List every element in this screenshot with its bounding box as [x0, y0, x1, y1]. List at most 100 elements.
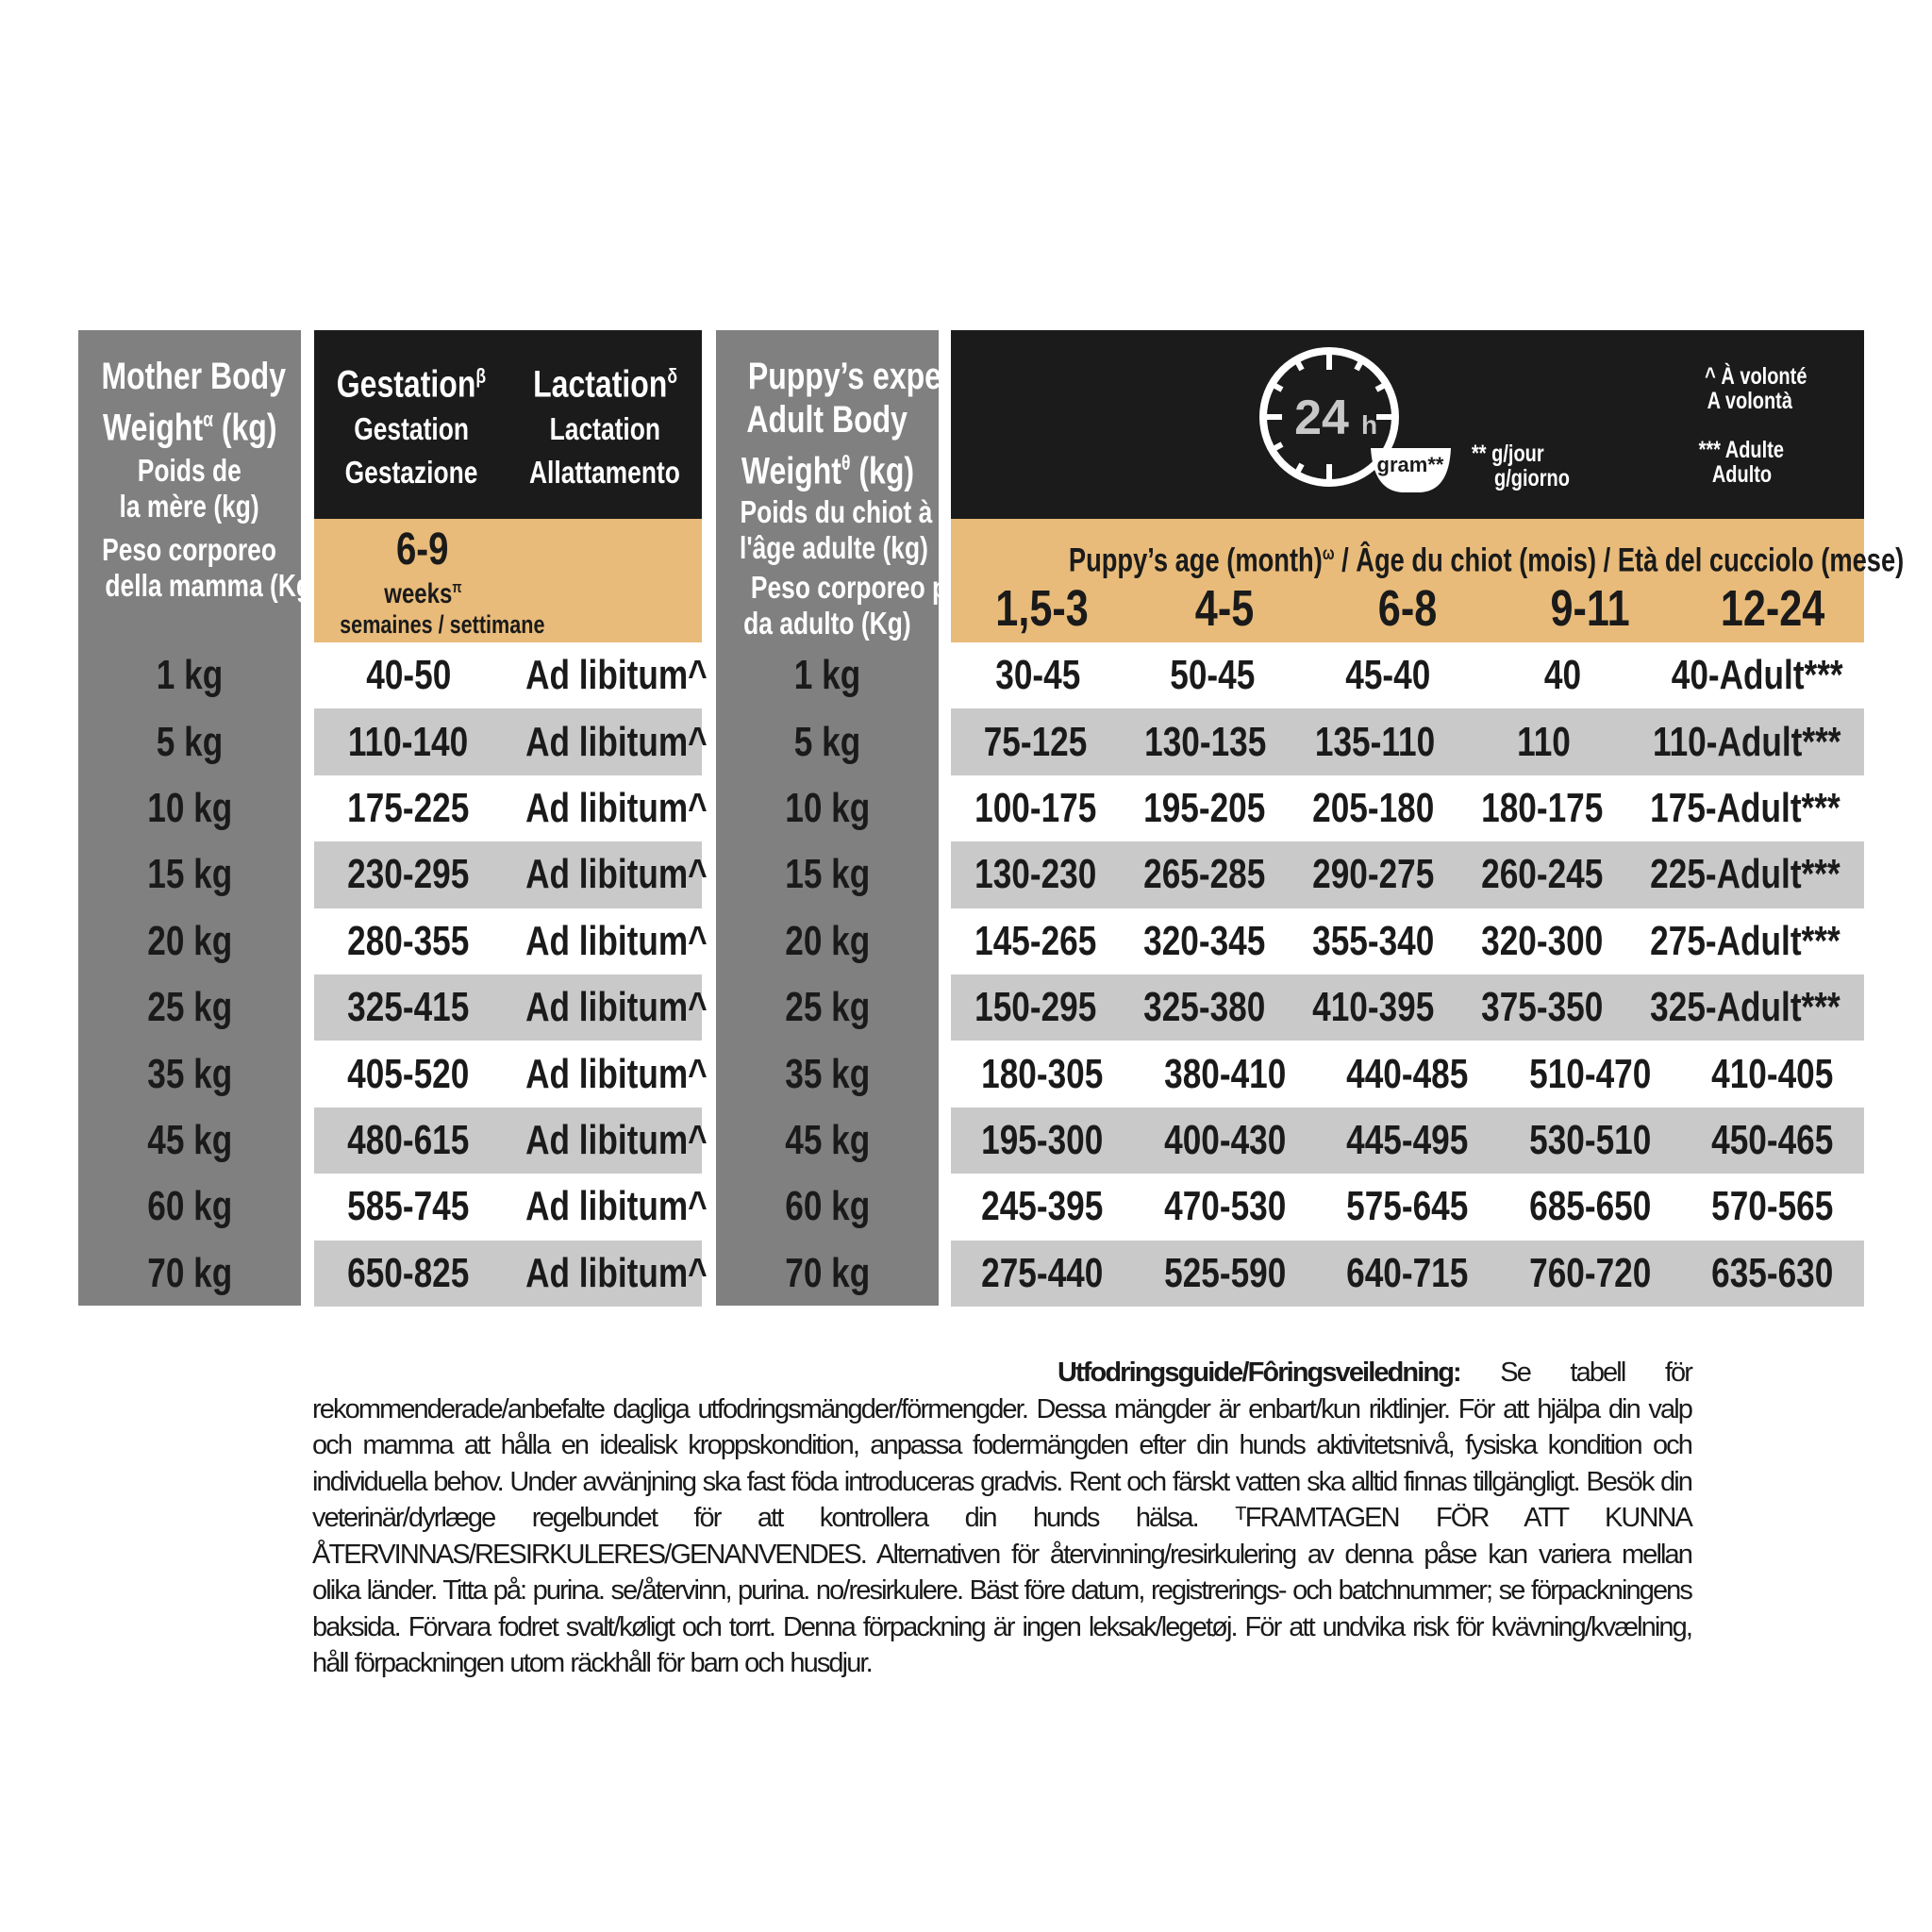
feeding-amount-cell: 130-135 [1143, 718, 1267, 765]
feeding-amount-cell: 130-230 [974, 851, 1097, 898]
mother-weight-cell: 70 kg [146, 1249, 232, 1296]
feeding-amount-cell: 445-495 [1346, 1116, 1469, 1163]
puppy-weight-row: 35 kg [716, 1041, 939, 1107]
puppy-feeding-row: 75-125 130-135 135-110 110 110-Adult*** [951, 708, 1864, 775]
mother-weight-cell: 35 kg [146, 1050, 232, 1097]
lactation-cell: Ad libitum^ [525, 652, 708, 699]
mother-weight-cell: 25 kg [146, 984, 232, 1031]
adult-note: *** Adulte Adulto [1698, 437, 1784, 488]
feeding-amount-cell: 275-440 [981, 1249, 1104, 1296]
feeding-amount-cell: 30-45 [995, 652, 1081, 699]
gestation-lactation-column: Gestationβ Gestation Gestazione Lactatio… [314, 330, 708, 1307]
age-column-label: 12-24 [1720, 579, 1825, 637]
lactation-cell: Ad libitum^ [525, 851, 708, 898]
feeding-amount-cell: 325-380 [1142, 984, 1266, 1031]
feeding-amount-cell: 260-245 [1481, 851, 1604, 898]
gestation-lactation-rows: 40-50 Ad libitum^ 110-140 Ad libitum^ 175-22… [314, 642, 708, 1307]
puppy-feeding-row: 130-230 265-285 290-275 260-245 225-Adult*** [951, 841, 1864, 908]
gram-note: ** g/jour g/giorno [1472, 441, 1570, 491]
svg-text:gram**: gram** [1377, 453, 1444, 476]
clock-24h-icon: 24 h gram** [1259, 347, 1451, 492]
feeding-amount-cell: 110-Adult*** [1652, 718, 1841, 765]
feeding-amount-cell: 195-300 [981, 1116, 1104, 1163]
gestation-lactation-header: Gestationβ Gestation Gestazione Lactatio… [314, 330, 702, 519]
feeding-amount-cell: 440-485 [1346, 1050, 1469, 1097]
weeks-range: 6-9 [396, 525, 449, 575]
gestation-header: Gestationβ Gestation Gestazione [336, 363, 486, 491]
feeding-amount-cell: 145-265 [974, 917, 1097, 964]
gestation-cell: 405-520 [347, 1050, 470, 1097]
svg-text:h: h [1361, 410, 1377, 440]
gestation-cell: 40-50 [365, 652, 452, 699]
gestation-lactation-row: 480-615 Ad libitum^ [314, 1107, 708, 1174]
feeding-amount-cell: 760-720 [1528, 1249, 1652, 1296]
age-column-label: 4-5 [1195, 579, 1255, 637]
puppy-weight-row: 45 kg [716, 1108, 939, 1174]
puppy-weight-row: 10 kg [716, 775, 939, 841]
mother-weight-cell: 1 kg [156, 652, 224, 699]
feeding-amount-cell: 175-Adult*** [1650, 784, 1840, 831]
header-it-line1: Peso corporeo [102, 532, 277, 568]
gestation-cell: 280-355 [347, 917, 470, 964]
puppy-weight-row: 20 kg [716, 908, 939, 974]
feeding-amount-cell: 530-510 [1528, 1116, 1652, 1163]
age-column-label: 9-11 [1550, 579, 1630, 637]
feeding-amount-cell: 265-285 [1142, 851, 1266, 898]
feeding-amount-cell: 180-175 [1481, 784, 1604, 831]
puppy-weight-cell: 10 kg [784, 784, 870, 831]
puppy-weight-cell: 5 kg [793, 718, 861, 765]
feeding-guide-text: Utfodringsguide/Fôringsveiledning: Se ta… [312, 1355, 1693, 1682]
lactation-cell: Ad libitum^ [525, 1050, 708, 1097]
puppy-weight-row: 70 kg [716, 1241, 939, 1307]
puppy-feeding-row: 145-265 320-345 355-340 320-300 275-Adult*** [951, 908, 1864, 974]
feeding-amount-cell: 400-430 [1163, 1116, 1286, 1163]
feeding-amount-cell: 410-395 [1312, 984, 1435, 1031]
feeding-amount-cell: 355-340 [1312, 917, 1435, 964]
mother-weight-cell: 15 kg [146, 851, 232, 898]
lactation-cell: Ad libitum^ [525, 1116, 708, 1163]
feeding-amount-cell: 320-345 [1142, 917, 1266, 964]
header-fr-line2: la mère (kg) [119, 489, 260, 525]
feeding-amount-cell: 640-715 [1346, 1249, 1469, 1296]
lactation-cell: Ad libitum^ [525, 784, 708, 831]
header-fr-line1: Poids de [137, 453, 242, 489]
gestation-lactation-row: 110-140 Ad libitum^ [314, 708, 708, 775]
lactation-cell: Ad libitum^ [525, 1183, 708, 1230]
feeding-amount-cell: 380-410 [1163, 1050, 1286, 1097]
feeding-amount-cell: 150-295 [974, 984, 1097, 1031]
feeding-amount-cell: 205-180 [1312, 784, 1435, 831]
gestation-lactation-row: 325-415 Ad libitum^ [314, 974, 708, 1041]
gestation-cell: 110-140 [348, 718, 469, 765]
feeding-amount-cell: 45-40 [1344, 652, 1430, 699]
age-columns: 1,5-3 4-5 6-8 9-11 12-24 [951, 580, 1864, 637]
puppy-weight-row: 15 kg [716, 841, 939, 908]
mother-weight-row: 45 kg [78, 1108, 301, 1174]
feeding-amount-cell: 575-645 [1346, 1183, 1469, 1230]
lactation-cell: Ad libitum^ [525, 1249, 708, 1296]
puppy-weight-cell: 1 kg [793, 652, 861, 699]
lactation-cell: Ad libitum^ [525, 917, 708, 964]
puppy-weight-row: 60 kg [716, 1174, 939, 1240]
header-it-line2: della mamma (Kg) [105, 568, 320, 604]
mother-weight-header: Mother Body Weightα (kg) Poids de la mèr… [78, 355, 319, 604]
gestation-lactation-row: 175-225 Ad libitum^ [314, 775, 707, 841]
feeding-amount-cell: 635-630 [1711, 1249, 1834, 1296]
mother-weight-row: 20 kg [78, 908, 301, 974]
gestation-cell: 650-825 [347, 1249, 470, 1296]
gestation-cell: 175-225 [347, 784, 470, 831]
puppy-feeding-row: 245-395 470-530 575-645 685-650 570-565 [951, 1174, 1864, 1240]
bowl-icon [1371, 448, 1451, 492]
puppy-weight-cell: 60 kg [784, 1183, 870, 1230]
puppy-weight-header: Puppy’s expected Adult Body Weightθ (kg)… [739, 356, 1029, 641]
mother-weight-rows: 1 kg 5 kg 10 kg 15 kg 20 kg 25 kg 35 kg 45 kg 60… [78, 642, 301, 1307]
gestation-lactation-row: 405-520 Ad libitum^ [314, 1041, 707, 1107]
feeding-amount-cell: 75-125 [984, 718, 1088, 765]
puppy-feeding-row: 30-45 50-45 45-40 40 40-Adult*** [951, 642, 1864, 708]
mother-weight-row: 1 kg [78, 642, 301, 708]
mother-weight-cell: 5 kg [156, 718, 224, 765]
puppy-feeding-row: 100-175 195-205 205-180 180-175 175-Adult*** [951, 775, 1864, 841]
ad-libitum-note: ^ À volonté A volontà [1705, 363, 1807, 414]
mother-weight-row: 60 kg [78, 1174, 301, 1240]
puppy-weight-cell: 70 kg [784, 1249, 870, 1296]
feeding-amount-cell: 275-Adult*** [1650, 917, 1840, 964]
